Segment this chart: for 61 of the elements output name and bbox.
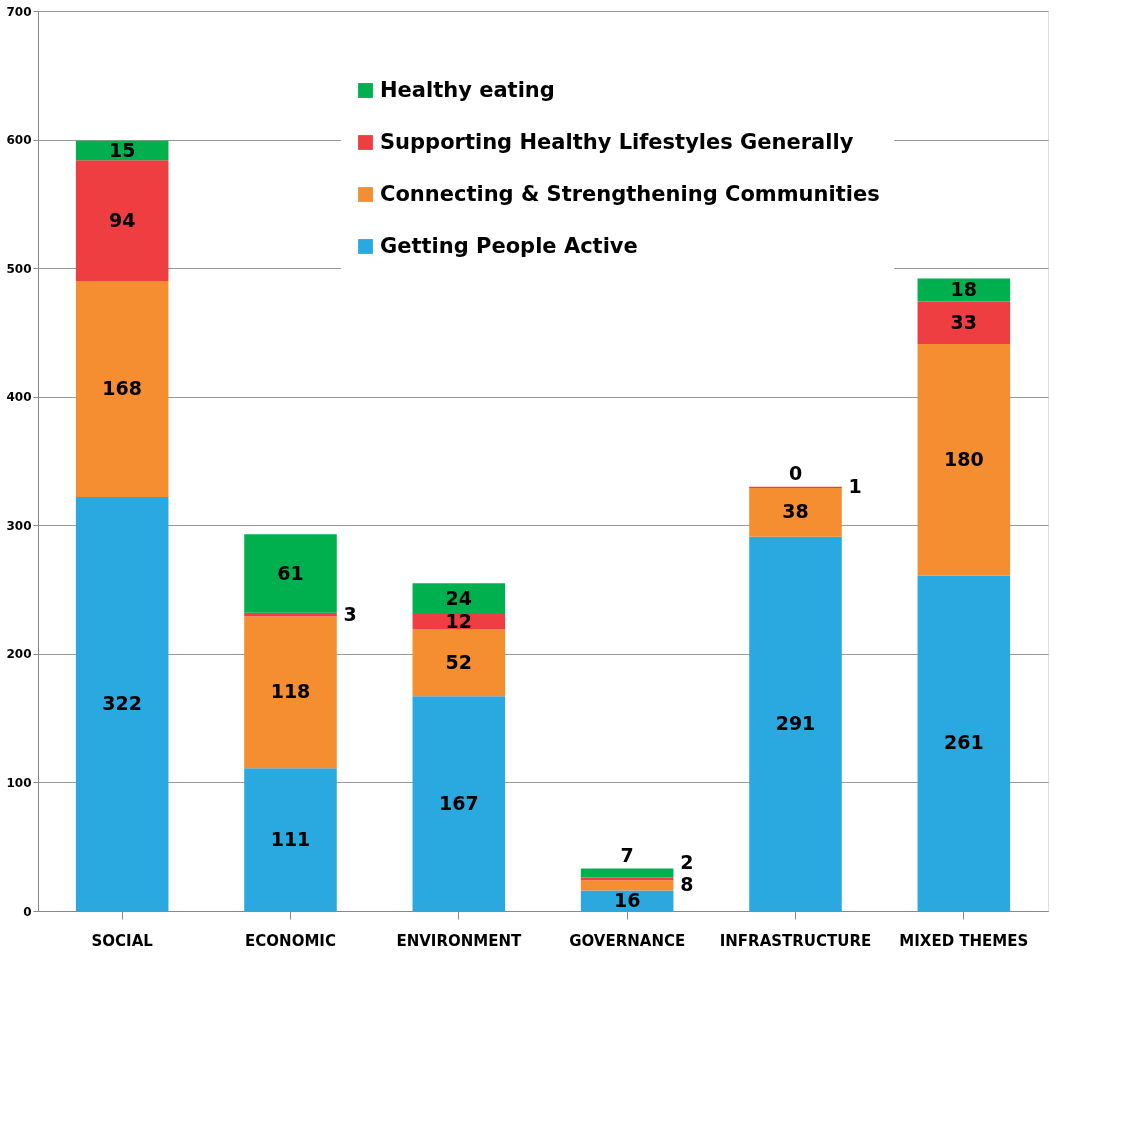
data-label: 168 [102, 377, 142, 399]
x-tick-label: GOVERNANCE [569, 931, 686, 950]
y-tick-label: 200 [6, 647, 32, 662]
y-tick-label: 100 [6, 775, 32, 790]
bar [917, 344, 1011, 576]
data-label: 33 [950, 310, 978, 333]
y-tick-label: 400 [6, 390, 32, 405]
bar [244, 612, 337, 617]
data-label: 1 [848, 475, 862, 498]
x-tick-label: ECONOMIC [245, 931, 336, 950]
data-label: 0 [788, 461, 803, 484]
x-tick-label: INFRASTRUCTURE [719, 931, 872, 950]
data-label: 167 [439, 791, 479, 814]
data-label: 38 [782, 500, 809, 523]
legend-label: Connecting & Strengthening Communities [380, 181, 880, 206]
bar [580, 868, 674, 878]
bar [412, 629, 506, 697]
x-tick-label: SOCIAL [91, 931, 154, 950]
data-label: 15 [108, 138, 136, 161]
bar [412, 583, 506, 614]
bar [75, 160, 169, 281]
legend-label: Supporting Healthy Lifestyles Generally [380, 129, 854, 154]
legend-label: Getting People Active [380, 233, 638, 258]
bar [917, 575, 1011, 911]
data-label: 180 [944, 447, 984, 470]
bar [412, 696, 506, 911]
bar [749, 536, 842, 911]
data-label: 12 [445, 609, 473, 632]
bar [917, 301, 1011, 344]
data-label: 16 [613, 888, 641, 911]
bar [580, 880, 674, 891]
data-label: 52 [445, 650, 473, 673]
bar [244, 768, 337, 911]
y-tick-label: 300 [6, 518, 32, 533]
data-label: 18 [950, 278, 978, 300]
data-label: 111 [270, 827, 311, 850]
y-tick-label: 700 [6, 4, 32, 19]
y-tick-label: 0 [23, 904, 32, 919]
data-label: 291 [775, 711, 816, 734]
bar [749, 488, 842, 537]
data-label: 61 [277, 561, 304, 584]
data-label: 322 [102, 692, 142, 714]
x-tick-label: MIXED THEMES [899, 931, 1029, 950]
data-label: 94 [108, 208, 136, 231]
legend-label: Healthy eating [380, 77, 555, 102]
y-tick-label: 600 [6, 133, 32, 148]
data-label: 3 [343, 602, 357, 625]
bar [244, 616, 337, 769]
y-tick-label: 500 [6, 261, 32, 276]
x-tick-label: ENVIRONMENT [396, 931, 522, 950]
bar [917, 278, 1011, 302]
data-label: 7 [620, 843, 634, 866]
bar [75, 497, 169, 911]
bar [244, 534, 337, 613]
data-label: 261 [944, 731, 984, 754]
data-label: 2 [680, 850, 694, 873]
bar [580, 890, 674, 911]
data-label: 118 [270, 680, 311, 703]
data-label: 24 [445, 586, 473, 609]
data-label: 8 [680, 873, 694, 896]
bar [75, 281, 169, 497]
